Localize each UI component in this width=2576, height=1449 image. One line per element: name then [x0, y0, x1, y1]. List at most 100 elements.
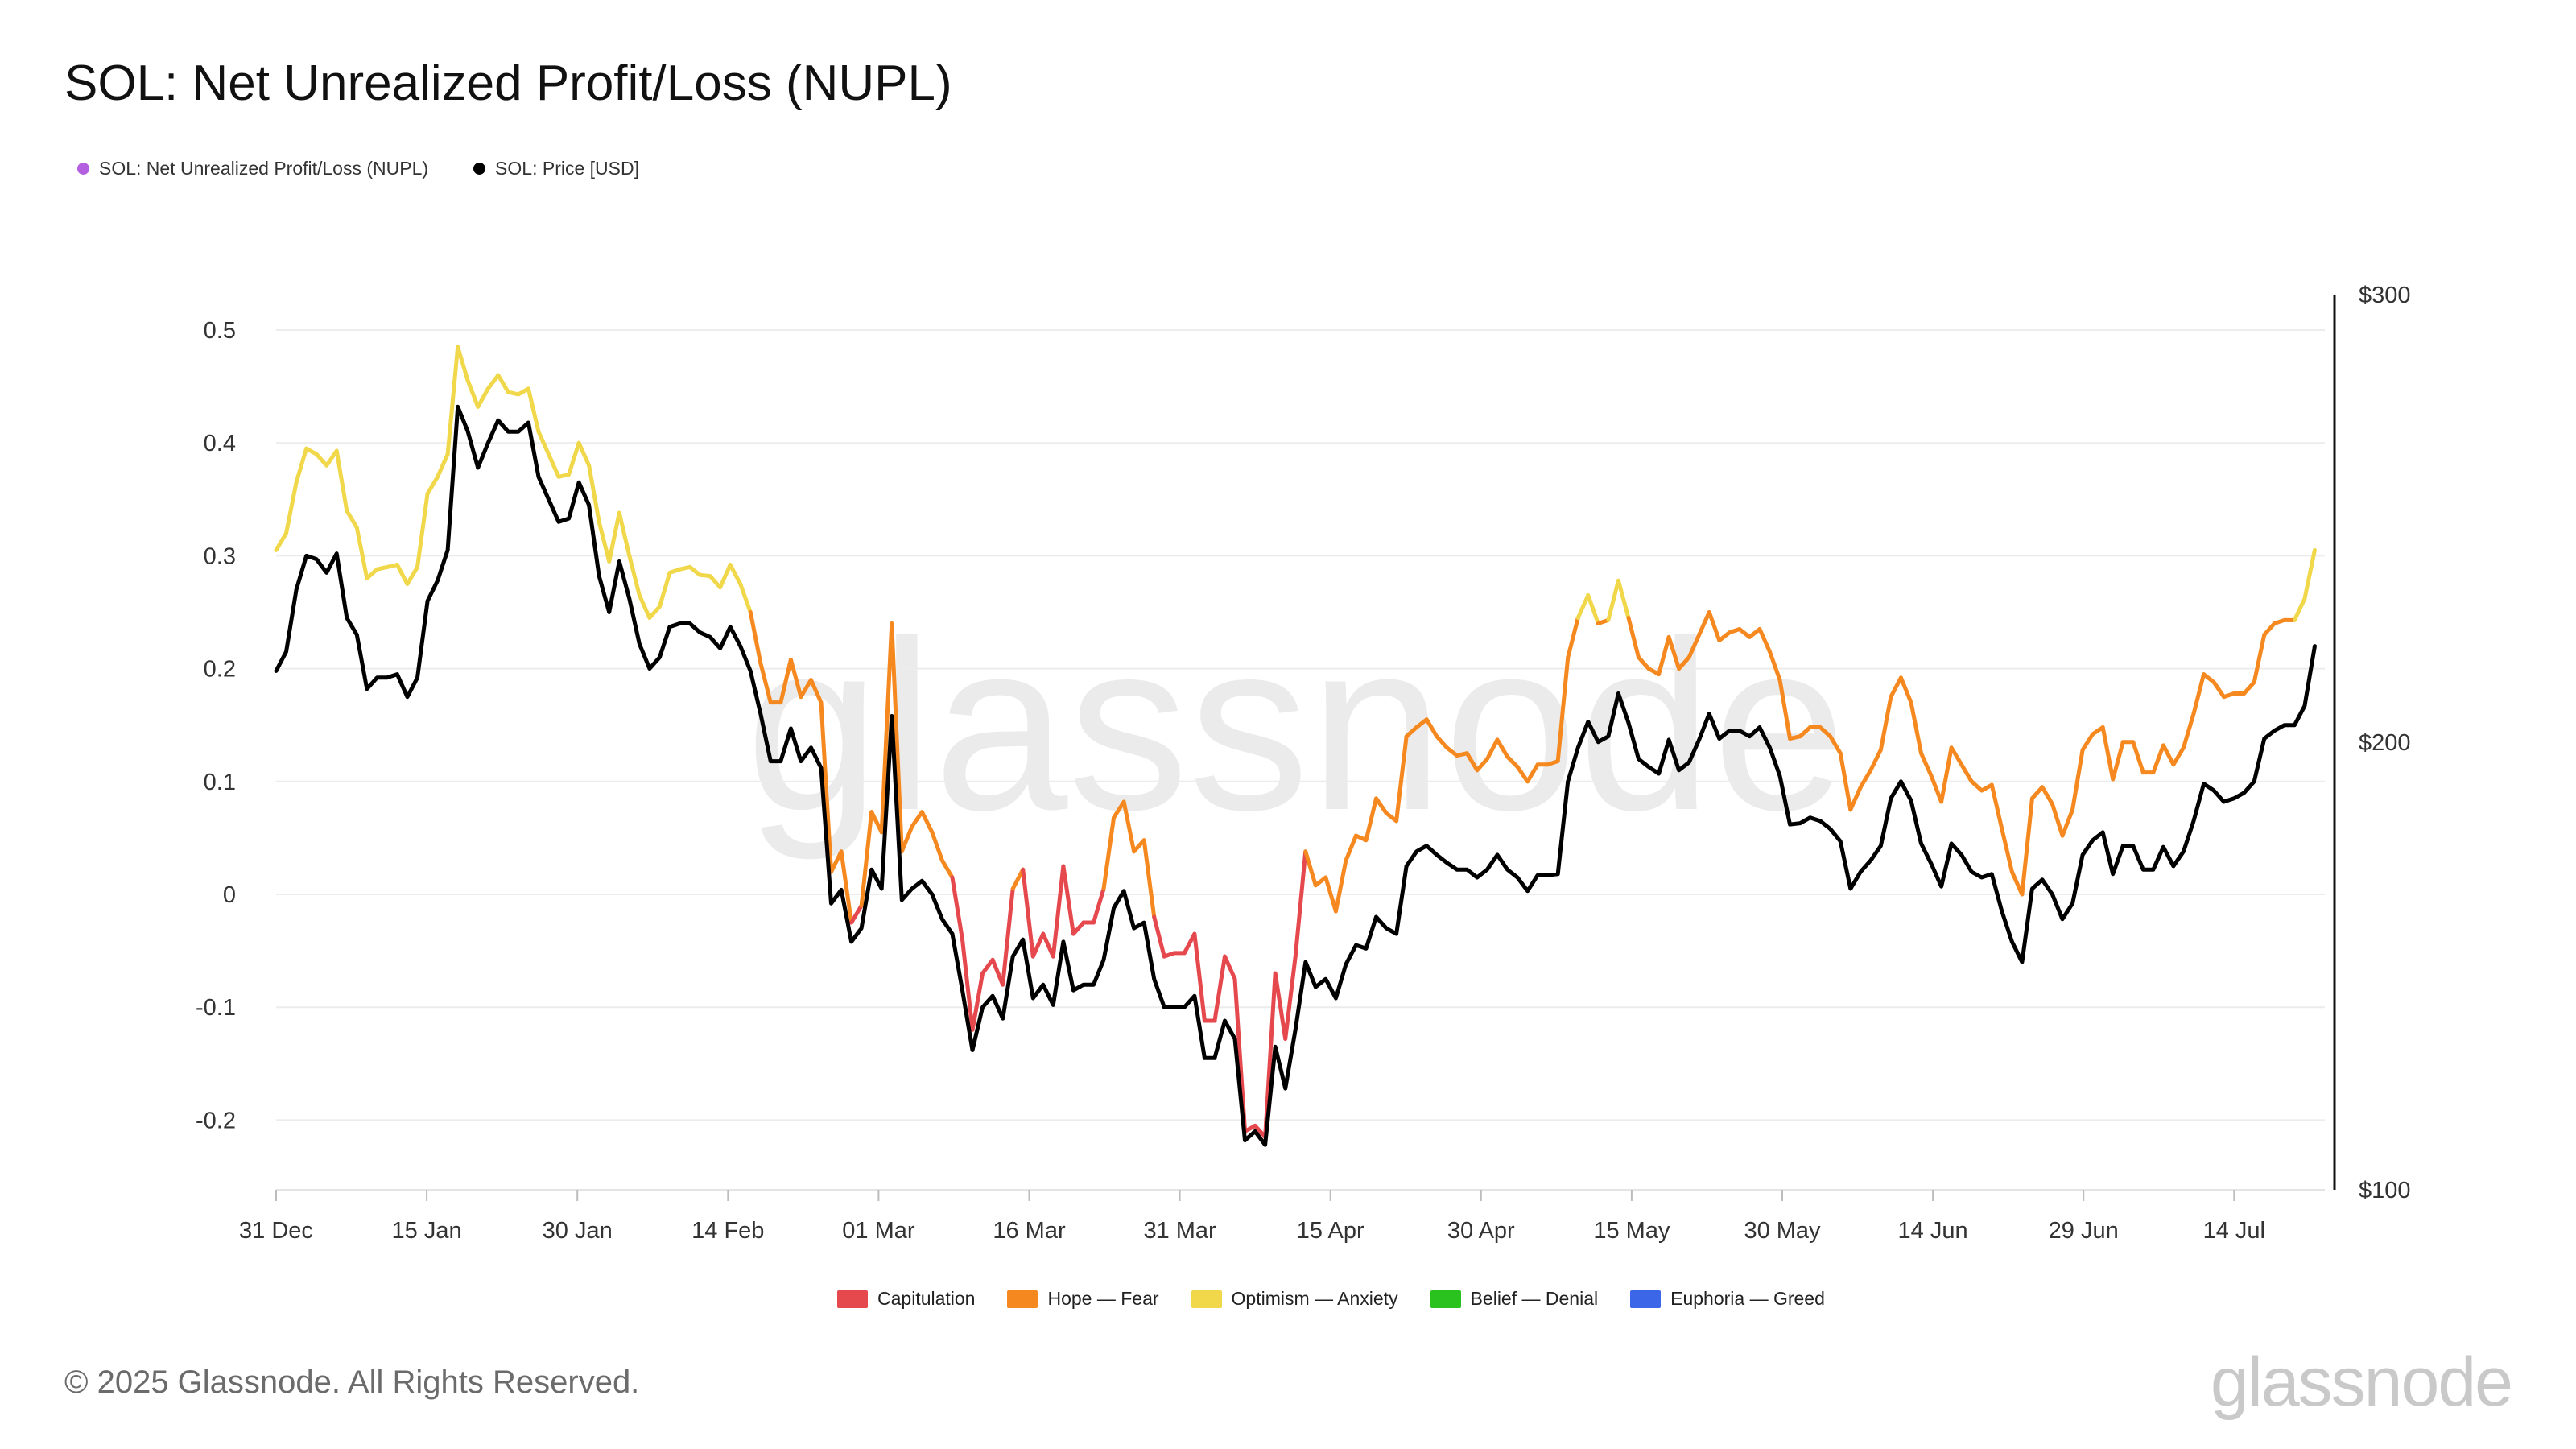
y-tick-label: -0.2 [196, 1108, 236, 1133]
nupl-segment [1898, 675, 1913, 705]
nupl-segment [334, 448, 349, 513]
nupl-segment [1707, 610, 1722, 643]
nupl-segment [1626, 616, 1641, 660]
nupl-segment [1424, 717, 1439, 739]
nupl-segment [465, 378, 481, 409]
y-tick-label: 0.1 [204, 770, 236, 795]
nupl-segment [1333, 858, 1348, 914]
nupl-segment [1101, 815, 1117, 891]
nupl-segment [1868, 748, 1883, 773]
nupl-segment [899, 824, 914, 854]
nupl-segment [1798, 725, 1813, 739]
nupl-segment [1636, 655, 1651, 671]
zone-legend-capitulation[interactable]: Capitulation [837, 1288, 975, 1310]
dot-icon [473, 163, 486, 175]
nupl-segment [1364, 796, 1379, 843]
nupl-segment [1575, 592, 1591, 621]
x-axis: 31 Dec 15 Jan 30 Jan 14 Feb 01 Mar 16 Mar 31 M… [239, 1189, 2325, 1244]
zone-label: Belief — Denial [1470, 1288, 1599, 1309]
nupl-segment [859, 810, 874, 908]
nupl-segment [1091, 886, 1106, 925]
zone-legend: Capitulation Hope — Fear Optimism — Anxi… [837, 1288, 1825, 1310]
x-tick-label: 31 Mar [1143, 1218, 1216, 1244]
nupl-segment [2131, 740, 2145, 775]
nupl-segment [445, 345, 460, 456]
nupl-segment [1475, 757, 1489, 773]
x-tick-label: 16 Mar [993, 1218, 1066, 1244]
nupl-segment [808, 678, 824, 705]
nupl-segment [1041, 931, 1055, 959]
nupl-segment [1010, 867, 1026, 891]
nupl-segment [637, 592, 652, 621]
swatch-icon [1191, 1290, 1222, 1308]
gridlines [276, 329, 2325, 1121]
nupl-segment [1838, 751, 1853, 812]
nupl-segment [436, 452, 450, 479]
nupl-segment [627, 553, 642, 597]
nupl-segment [1222, 954, 1237, 981]
x-tick-label: 14 Jul [2203, 1218, 2265, 1244]
nupl-segment [819, 700, 834, 874]
nupl-segment [960, 937, 975, 1032]
nupl-segment [1889, 675, 1903, 700]
nupl-segment [2252, 633, 2267, 684]
nupl-segment [708, 574, 723, 590]
nupl-segment [1737, 627, 1752, 639]
nupl-segment [647, 604, 662, 621]
watermark: glassnode [745, 590, 1847, 862]
series-legend: SOL: Net Unrealized Profit/Loss (NUPL) S… [77, 158, 639, 180]
nupl-segment [2070, 748, 2085, 812]
zone-legend-belief-denial[interactable]: Belief — Denial [1430, 1288, 1599, 1310]
zone-legend-optimism-anxiety[interactable]: Optimism — Anxiety [1191, 1288, 1398, 1310]
y-tick-label: 0.5 [204, 318, 236, 344]
page-title: SOL: Net Unrealized Profit/Loss (NUPL) [64, 56, 952, 111]
nupl-segment [587, 463, 601, 524]
right-tick-label: $200 [2359, 730, 2411, 756]
nupl-segment [2191, 672, 2207, 716]
nupl-segment [1909, 700, 1924, 756]
x-tick-label: 30 Jan [543, 1218, 613, 1244]
nupl-segment [1464, 751, 1480, 773]
right-tick-label: $300 [2359, 283, 2411, 308]
y-tick-label: 0.3 [204, 543, 236, 569]
nupl-segment [839, 849, 854, 925]
nupl-segment [970, 971, 985, 1032]
nupl-segment [2040, 785, 2055, 807]
nupl-segment [1283, 954, 1298, 1041]
price-line [274, 404, 2317, 1147]
nupl-segment [1152, 914, 1166, 959]
nupl-segment [607, 510, 621, 564]
x-tick-label: 30 May [1744, 1218, 1821, 1244]
nupl-segment [1767, 650, 1782, 683]
legend-item-price[interactable]: SOL: Price [USD] [473, 158, 639, 180]
right-tick-label: $100 [2359, 1178, 2411, 1203]
zone-legend-hope-fear[interactable]: Hope — Fear [1007, 1288, 1159, 1310]
zone-legend-euphoria-greed[interactable]: Euphoria — Greed [1630, 1288, 1825, 1310]
nupl-segment [1061, 864, 1075, 936]
x-tick-label: 29 Jun [2049, 1218, 2119, 1244]
brand-logo: glassnode [2210, 1344, 2513, 1421]
nupl-segment [2171, 745, 2186, 767]
legend-item-nupl[interactable]: SOL: Net Unrealized Profit/Loss (NUPL) [77, 158, 428, 180]
nupl-segment [1374, 796, 1389, 815]
nupl-segment [1030, 931, 1046, 959]
nupl-segment [939, 858, 955, 880]
nupl-segment [1112, 799, 1126, 820]
nupl-segment [950, 875, 965, 942]
left-y-axis: 0.5 0.4 0.3 0.2 0.1 0 -0.1 -0.2 [196, 318, 236, 1133]
nupl-segment [576, 440, 592, 468]
nupl-segment [425, 474, 440, 496]
nupl-segment [354, 525, 369, 580]
nupl-segment [284, 480, 299, 535]
nupl-segment [1657, 634, 1671, 677]
nupl-segment [1404, 725, 1419, 739]
nupl-segment [1818, 725, 1833, 739]
nupl-segment [2181, 712, 2196, 750]
legend-label-nupl: SOL: Net Unrealized Profit/Loss (NUPL) [99, 158, 429, 179]
nupl-segment [2060, 807, 2075, 838]
nupl-segment [1697, 610, 1711, 638]
nupl-segment [274, 530, 289, 552]
nupl-segment [526, 386, 541, 434]
nupl-segment [1686, 633, 1702, 660]
